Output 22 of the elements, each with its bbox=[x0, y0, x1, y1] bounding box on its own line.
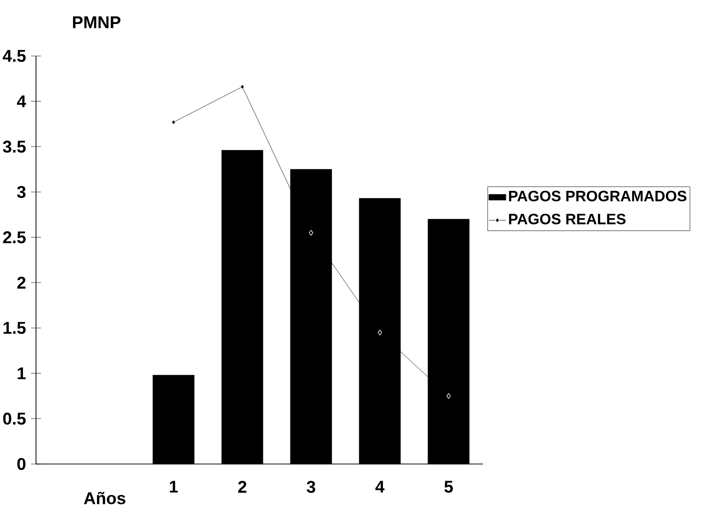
y-tick-label: 0 bbox=[17, 458, 26, 470]
legend-label: PAGOS REALES bbox=[509, 214, 626, 224]
point bbox=[308, 230, 314, 236]
point bbox=[446, 393, 451, 399]
y-axis-title: PMNP bbox=[73, 16, 120, 28]
y-tick-label: 1 bbox=[18, 367, 26, 380]
x-tick-label: 5 bbox=[444, 480, 453, 493]
x-axis-title: Años bbox=[84, 492, 126, 504]
x-tick-label: 4 bbox=[375, 480, 384, 493]
y-tick-label: 2 bbox=[17, 276, 26, 289]
x-tick-label: 1 bbox=[170, 480, 178, 493]
y-tick-label: 0.5 bbox=[3, 412, 26, 425]
x-tick-label: 2 bbox=[238, 480, 246, 493]
y-tick-label: 4.5 bbox=[2, 50, 26, 62]
point bbox=[378, 330, 382, 336]
y-tick-label: 4 bbox=[16, 95, 26, 108]
y-tick-label: 2.5 bbox=[3, 231, 26, 244]
y-tick-label: 3.5 bbox=[2, 140, 26, 153]
x-tick-label: 3 bbox=[306, 480, 316, 493]
y-tick-label: 3 bbox=[17, 186, 26, 198]
y-tick-label: 1.5 bbox=[4, 322, 26, 334]
legend-label: PAGOS PROGRAMADOS bbox=[509, 190, 686, 202]
